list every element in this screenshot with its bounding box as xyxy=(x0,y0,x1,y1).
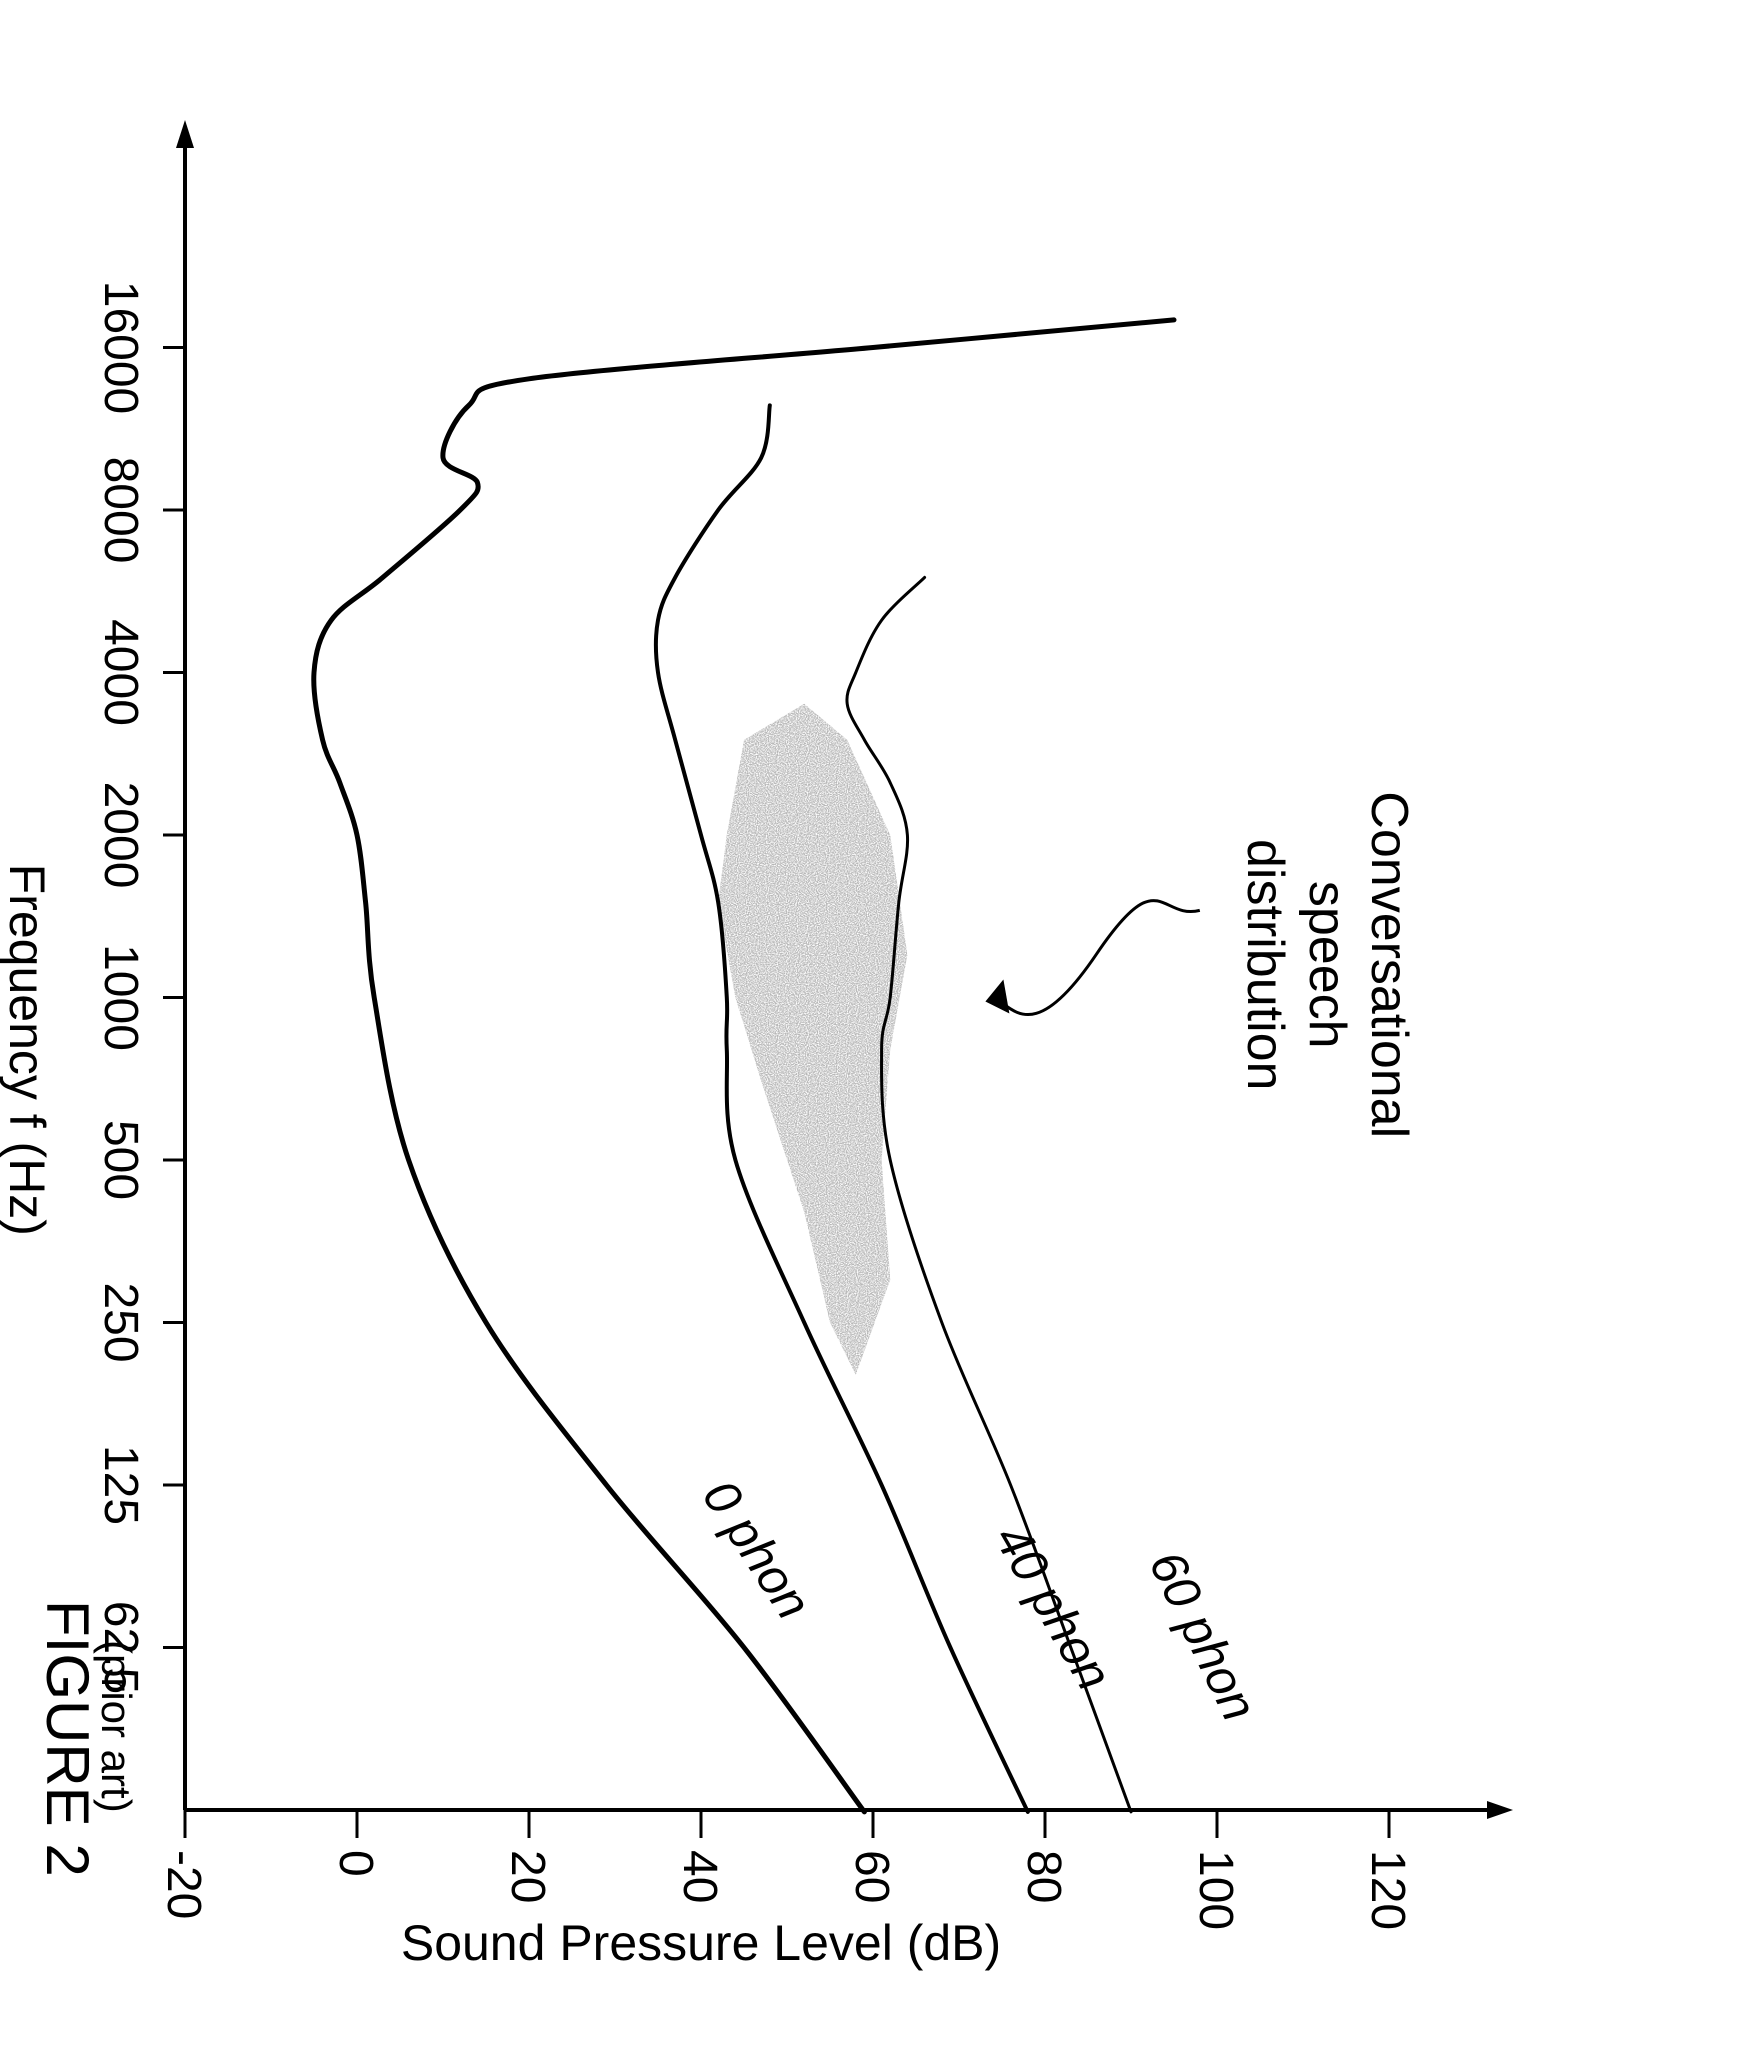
series-line-60-phon xyxy=(845,575,1133,1814)
annotation-line: speech xyxy=(1298,881,1356,1049)
chart-labels: FIGURE 2 (prior art) Sound Pressure Leve… xyxy=(0,791,1418,1971)
y-tick-label: 0 xyxy=(329,1850,382,1877)
y-axis-arrow xyxy=(1487,1801,1513,1819)
x-tick-label: 8000 xyxy=(94,457,147,564)
annotation-line: Conversational xyxy=(1360,791,1418,1138)
series-label: 60 phon xyxy=(1138,1542,1268,1729)
x-tick-label: 500 xyxy=(94,1120,147,1200)
series-line-40-phon xyxy=(653,403,1030,1814)
figure-subtitle: (prior art) xyxy=(93,1640,140,1813)
y-axis-title: Sound Pressure Level (dB) xyxy=(401,1915,1001,1971)
speech-distribution-area xyxy=(718,703,908,1375)
y-tick-label: 80 xyxy=(1017,1850,1070,1903)
speech-distribution-region xyxy=(718,703,908,1375)
x-tick-label: 4000 xyxy=(94,619,147,726)
x-tick-label: 125 xyxy=(94,1445,147,1525)
x-axis-title: Frequency f (Hz) xyxy=(0,864,55,1236)
annotation-arrowhead xyxy=(985,979,1010,1014)
x-tick-label: 62.5 xyxy=(94,1601,147,1694)
axes: -20 0 20 40 60 80 100 120 62.5 125 250 500 1000 2000 4… xyxy=(94,120,1513,1930)
y-tick-label: 100 xyxy=(1189,1850,1242,1930)
annotation-line: distribution xyxy=(1236,839,1294,1090)
x-tick-label: 16000 xyxy=(94,281,147,414)
series-line-0-phon xyxy=(311,317,1177,1815)
x-tick-label: 250 xyxy=(94,1282,147,1362)
x-tick-label: 2000 xyxy=(94,782,147,889)
y-tick-label: 60 xyxy=(845,1850,898,1903)
y-tick-label: 20 xyxy=(501,1850,554,1903)
annotation-arrow xyxy=(992,899,1201,1017)
series-label: 40 phon xyxy=(984,1515,1123,1700)
x-tick-label: 1000 xyxy=(94,944,147,1051)
x-axis-arrow xyxy=(176,120,194,148)
y-tick-label: -20 xyxy=(157,1850,210,1919)
y-tick-label: 120 xyxy=(1361,1850,1414,1930)
figure-title: FIGURE 2 xyxy=(34,1600,101,1877)
y-tick-label: 40 xyxy=(673,1850,726,1903)
